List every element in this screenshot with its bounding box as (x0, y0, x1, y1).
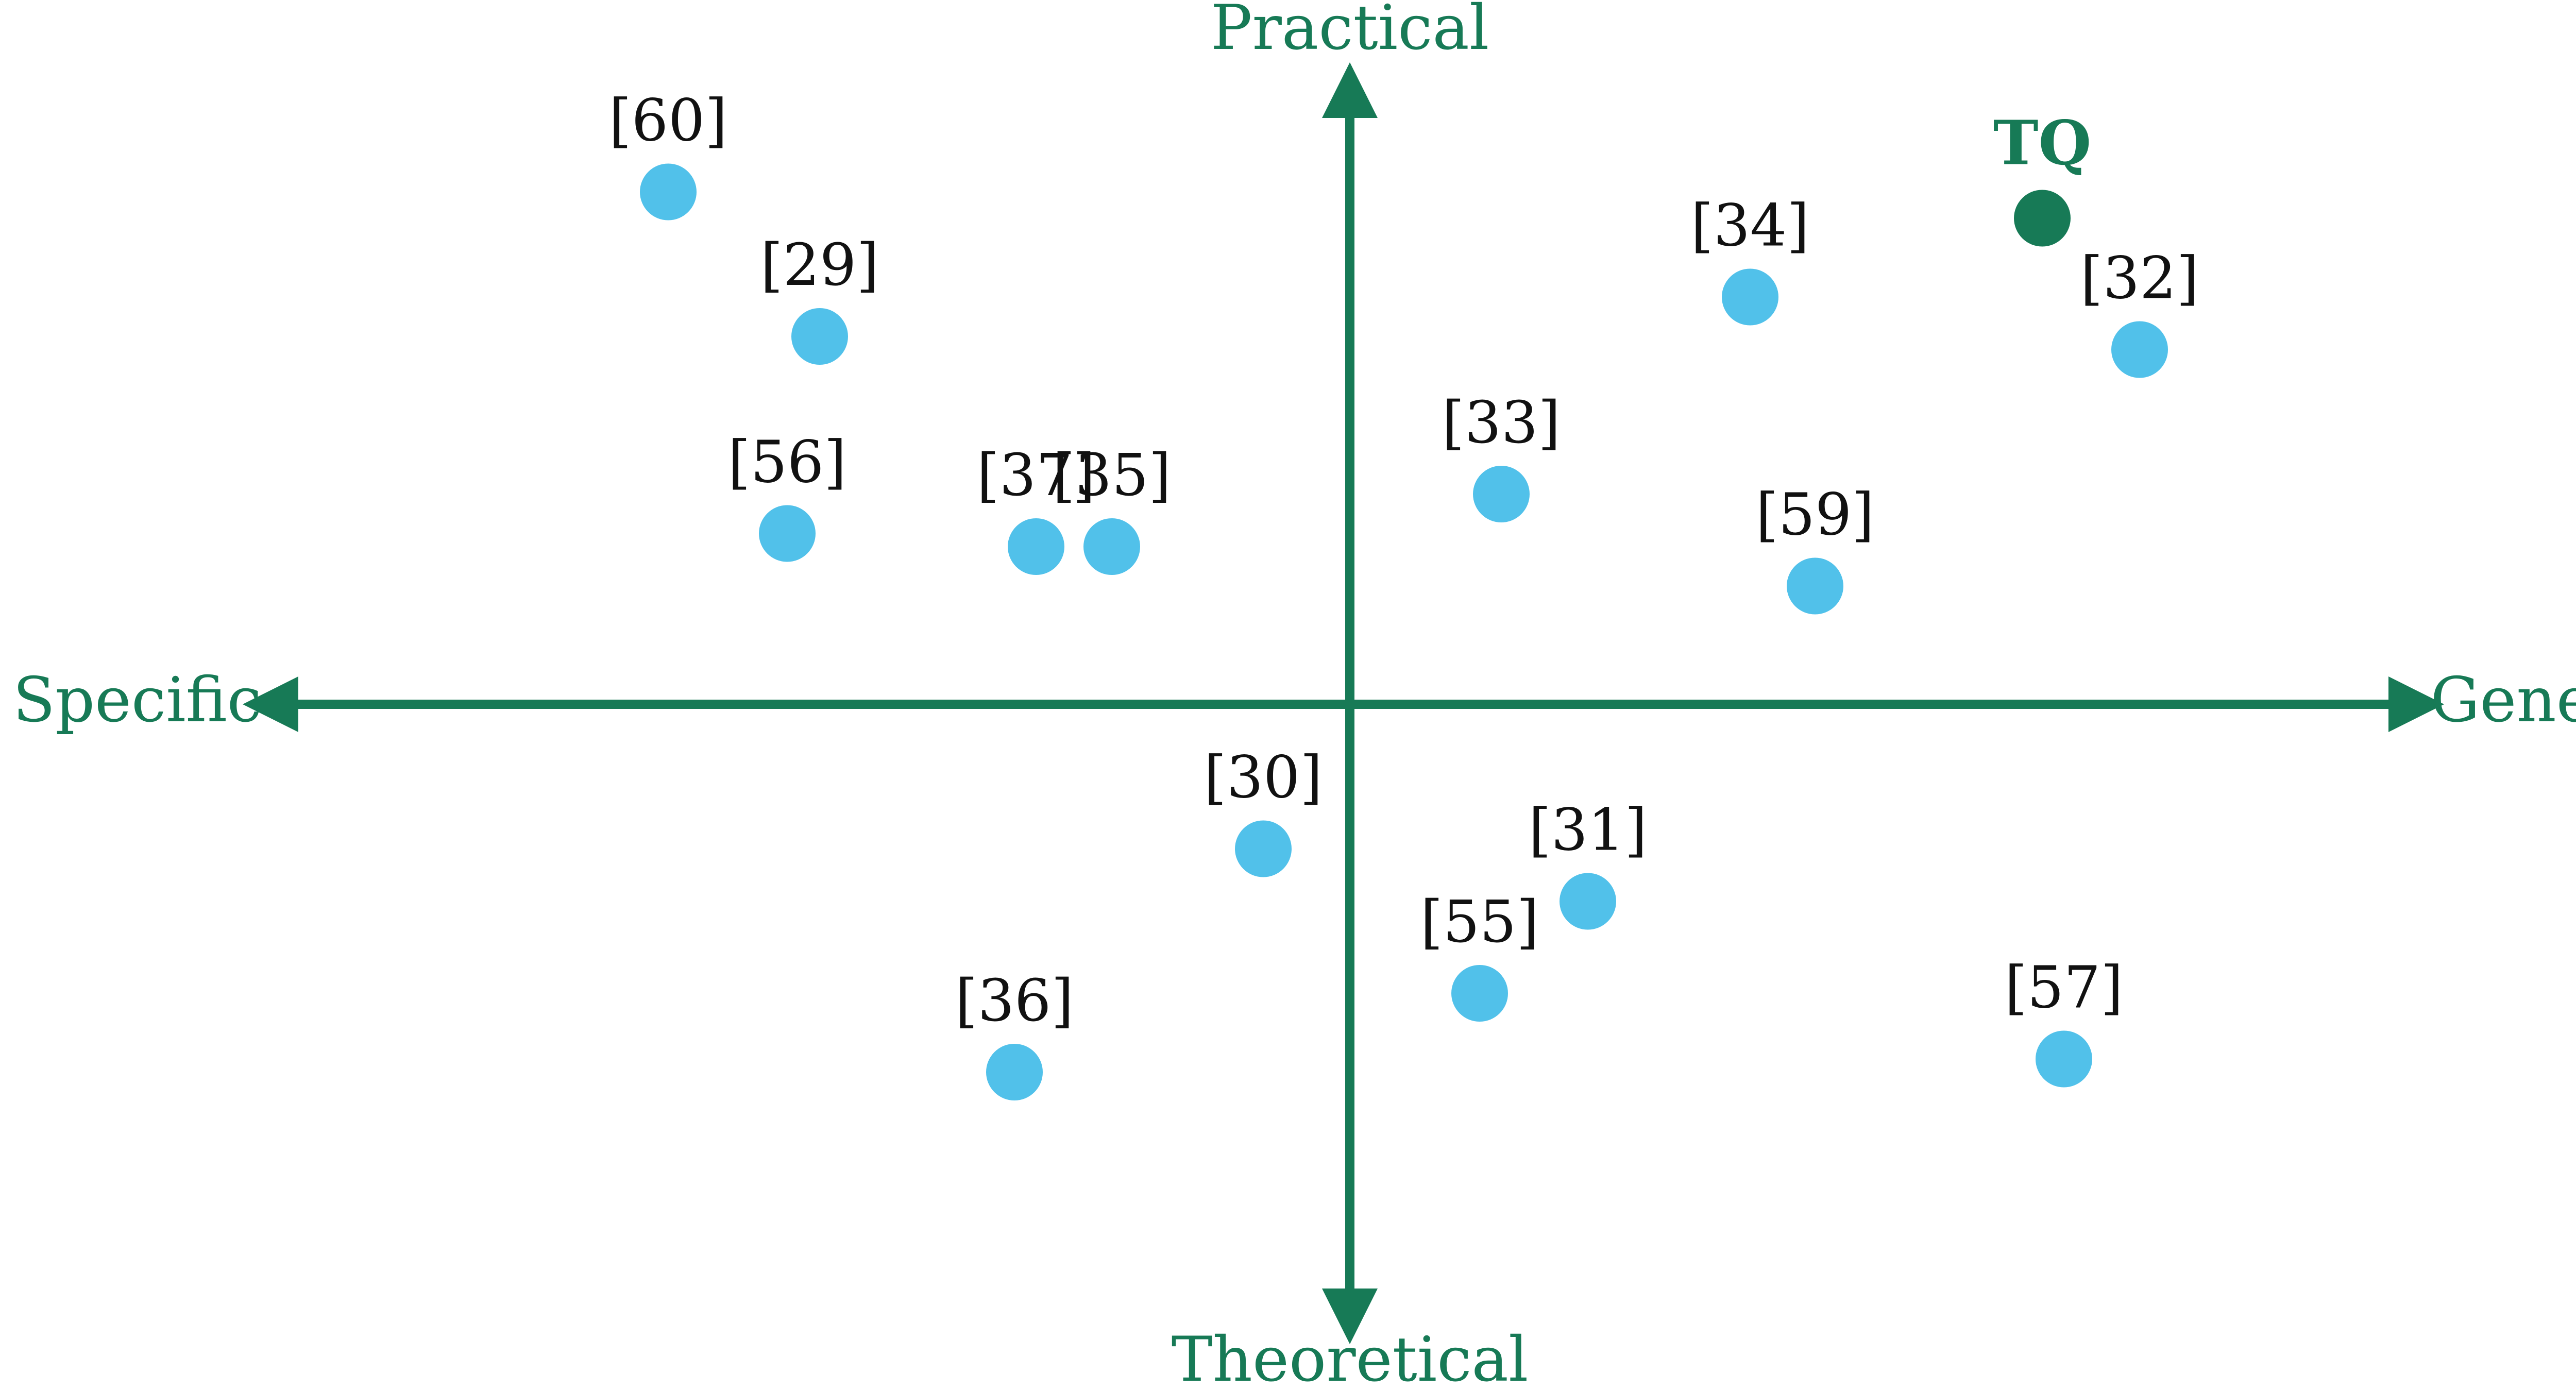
x-axis-negative-label: Specific (13, 665, 262, 736)
highlight-point: TQ (1993, 107, 2092, 247)
data-point: [31] (1529, 797, 1647, 930)
scatter-points: [60] [29] [56] [37][35] [33] [34] [59] [32] [30]… (609, 88, 2199, 1100)
point-label: [33] (1442, 389, 1561, 456)
data-point: [57] (2005, 955, 2123, 1088)
data-point: [60] (609, 88, 727, 221)
data-point: [29] (760, 232, 879, 365)
point-label: [37] (977, 442, 1095, 509)
data-point: [32] (2080, 245, 2199, 378)
point-label: [35] (1053, 442, 1171, 509)
point-marker (986, 1044, 1043, 1100)
data-point: [34] (1691, 193, 1809, 326)
data-point: [59] (1756, 482, 1874, 615)
point-label: [32] (2080, 245, 2199, 312)
point-marker (640, 163, 697, 221)
data-point: [37] (977, 442, 1095, 575)
point-marker (1008, 518, 1064, 575)
data-point: [35] (1053, 442, 1171, 575)
data-point: [55] (1420, 889, 1539, 1022)
highlight-label: TQ (1993, 107, 2092, 179)
point-marker (1235, 820, 1292, 877)
point-marker (1451, 965, 1508, 1022)
point-label: [59] (1756, 482, 1874, 549)
point-label: [57] (2005, 955, 2123, 1022)
point-label: [60] (609, 88, 727, 155)
highlight-marker (2014, 190, 2071, 247)
point-label: [34] (1691, 193, 1809, 260)
point-marker (2036, 1030, 2092, 1088)
point-marker (1083, 518, 1140, 575)
data-point: [56] (728, 429, 846, 562)
point-label: [56] (728, 429, 846, 496)
point-marker (759, 505, 816, 562)
point-label: [30] (1204, 744, 1323, 811)
x-axis-positive-label: General (2431, 665, 2576, 736)
point-marker (791, 308, 848, 365)
point-label: [36] (955, 968, 1074, 1035)
point-label: [55] (1420, 889, 1539, 956)
data-point: [30] (1204, 744, 1323, 877)
point-marker (1473, 466, 1530, 522)
point-marker (1722, 268, 1778, 326)
y-axis-negative-label: Theoretical (1172, 1324, 1529, 1390)
point-marker (2111, 321, 2168, 378)
point-label: [29] (760, 232, 879, 299)
point-marker (1787, 557, 1843, 615)
point-label: [31] (1529, 797, 1647, 864)
data-point: [36] (955, 968, 1074, 1100)
point-marker (1560, 873, 1616, 930)
y-axis-positive-label: Practical (1211, 0, 1489, 64)
data-point: [33] (1442, 389, 1561, 522)
